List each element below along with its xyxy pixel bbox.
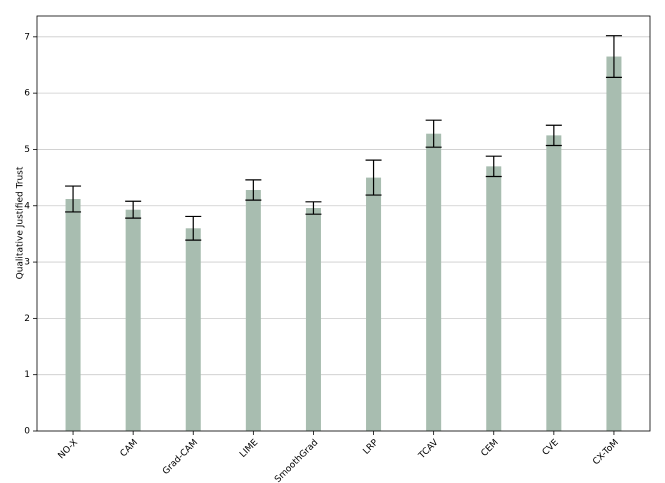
x-tick-label: LIME <box>238 438 260 460</box>
error-bar <box>605 35 622 78</box>
y-tick-label: 1 <box>24 370 30 380</box>
x-tick-label: CEM <box>480 438 501 459</box>
bar <box>245 189 261 431</box>
y-tick-label: 7 <box>24 32 30 42</box>
x-tick-label: CAM <box>119 438 140 459</box>
x-tick-label: NO-X <box>57 438 80 461</box>
x-tick-label: SmoothGrad <box>273 438 320 483</box>
bar <box>366 177 382 431</box>
error-bar <box>305 201 322 215</box>
bar <box>606 56 622 432</box>
error-bar <box>185 215 202 241</box>
bar <box>185 228 201 431</box>
x-tick-label: TCAV <box>416 437 441 462</box>
y-tick-label: 0 <box>24 427 30 437</box>
error-bar <box>365 159 382 196</box>
y-tick-label: 2 <box>24 314 30 324</box>
y-axis-label: Qualitative Justified Trust <box>16 166 26 279</box>
y-tick-label: 6 <box>24 89 30 99</box>
y-tick-label: 3 <box>24 258 30 268</box>
y-tick-label: 4 <box>24 201 30 211</box>
bar <box>305 208 321 431</box>
error-bar <box>245 179 262 201</box>
error-bar <box>425 119 442 148</box>
x-tick-label: CVE <box>541 438 561 458</box>
x-tick-label: LRP <box>362 437 381 456</box>
error-bar <box>545 124 562 147</box>
bar <box>65 199 81 431</box>
bar <box>486 166 502 431</box>
bar <box>125 209 141 431</box>
y-tick-label: 5 <box>24 145 30 155</box>
x-tick-label: Grad-CAM <box>161 438 200 477</box>
bar <box>546 135 562 431</box>
bar <box>426 133 442 431</box>
error-bar <box>485 155 502 178</box>
error-bar <box>65 185 82 213</box>
error-bar <box>125 200 142 219</box>
plot-frame <box>36 15 651 432</box>
x-tick-label: CX-ToM <box>591 438 620 467</box>
